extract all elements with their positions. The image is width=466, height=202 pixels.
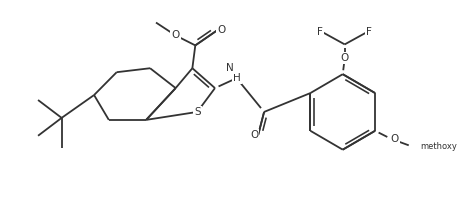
Text: N: N [226, 63, 233, 73]
Text: O: O [250, 130, 258, 140]
Text: S: S [194, 107, 200, 117]
Text: O: O [217, 25, 225, 36]
Text: O: O [171, 31, 180, 40]
Text: F: F [366, 27, 372, 38]
Text: H: H [233, 73, 240, 83]
Text: O: O [341, 53, 349, 63]
Text: F: F [317, 27, 323, 38]
Text: methoxy: methoxy [420, 142, 457, 151]
Text: O: O [391, 134, 399, 144]
